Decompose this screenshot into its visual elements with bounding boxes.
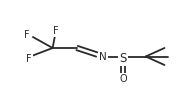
Text: N: N	[99, 52, 107, 62]
Text: O: O	[119, 74, 127, 84]
Text: F: F	[53, 26, 58, 36]
Text: F: F	[24, 30, 30, 40]
Text: S: S	[119, 52, 127, 65]
Text: F: F	[26, 54, 32, 64]
